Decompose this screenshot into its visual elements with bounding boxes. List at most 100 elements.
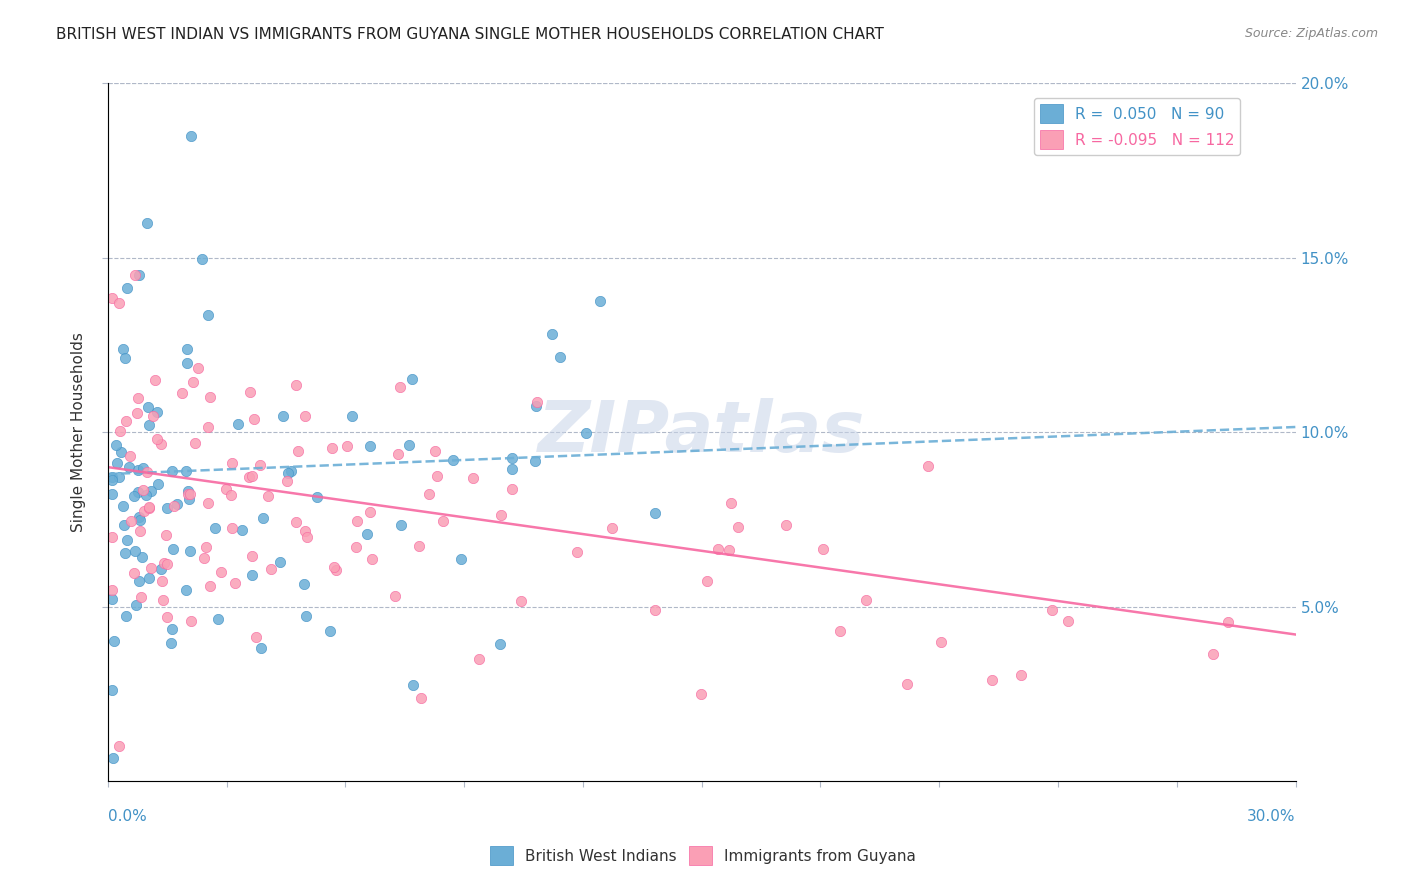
Point bbox=[1056, 614, 1078, 628]
Point bbox=[271, 409, 294, 423]
Point bbox=[128, 574, 150, 588]
Text: ZIPatlas: ZIPatlas bbox=[538, 398, 865, 467]
Point bbox=[295, 530, 318, 544]
Point bbox=[149, 562, 172, 576]
Point bbox=[340, 409, 363, 423]
Point bbox=[122, 566, 145, 580]
Point bbox=[112, 518, 135, 533]
Point bbox=[138, 571, 160, 585]
Point bbox=[174, 464, 197, 478]
Point bbox=[242, 412, 264, 426]
Point bbox=[524, 400, 547, 414]
Point bbox=[127, 462, 149, 476]
Point bbox=[134, 504, 156, 518]
Point bbox=[432, 514, 454, 528]
Point bbox=[108, 470, 131, 484]
Point bbox=[855, 593, 877, 607]
Point bbox=[423, 444, 446, 458]
Point bbox=[179, 544, 201, 558]
Point bbox=[402, 678, 425, 692]
Point bbox=[491, 508, 513, 522]
Point bbox=[467, 652, 489, 666]
Point bbox=[344, 540, 367, 554]
Point bbox=[231, 523, 253, 537]
Point bbox=[389, 380, 412, 394]
Point bbox=[124, 544, 146, 558]
Point bbox=[359, 505, 381, 519]
Point bbox=[149, 436, 172, 450]
Point bbox=[114, 414, 136, 428]
Point bbox=[108, 739, 131, 753]
Point bbox=[426, 468, 449, 483]
Point bbox=[224, 575, 246, 590]
Point bbox=[176, 356, 198, 370]
Point bbox=[127, 391, 149, 405]
Point bbox=[409, 691, 432, 706]
Point bbox=[284, 377, 307, 392]
Point bbox=[287, 444, 309, 458]
Point bbox=[285, 515, 308, 529]
Point bbox=[336, 439, 359, 453]
Point bbox=[321, 441, 343, 455]
Point bbox=[139, 561, 162, 575]
Point bbox=[124, 268, 146, 283]
Point bbox=[450, 551, 472, 566]
Point bbox=[146, 404, 169, 418]
Point bbox=[179, 486, 201, 500]
Point bbox=[155, 528, 177, 542]
Point bbox=[488, 637, 510, 651]
Point bbox=[1202, 647, 1225, 661]
Point bbox=[209, 565, 232, 579]
Y-axis label: Single Mother Households: Single Mother Households bbox=[72, 333, 86, 533]
Point bbox=[129, 591, 152, 605]
Point bbox=[389, 517, 412, 532]
Point bbox=[115, 533, 138, 548]
Point bbox=[277, 466, 299, 480]
Point bbox=[325, 563, 347, 577]
Point bbox=[408, 539, 430, 553]
Point bbox=[132, 460, 155, 475]
Point bbox=[294, 524, 316, 538]
Point bbox=[143, 373, 166, 387]
Point bbox=[100, 292, 122, 306]
Point bbox=[138, 417, 160, 432]
Point bbox=[197, 496, 219, 510]
Point bbox=[707, 541, 730, 556]
Text: 30.0%: 30.0% bbox=[1247, 809, 1295, 824]
Point bbox=[131, 549, 153, 564]
Point bbox=[162, 542, 184, 557]
Point bbox=[100, 474, 122, 488]
Point bbox=[401, 372, 423, 386]
Point bbox=[160, 622, 183, 636]
Point bbox=[197, 308, 219, 322]
Text: BRITISH WEST INDIAN VS IMMIGRANTS FROM GUYANA SINGLE MOTHER HOUSEHOLDS CORRELATI: BRITISH WEST INDIAN VS IMMIGRANTS FROM G… bbox=[56, 27, 884, 42]
Point bbox=[176, 343, 198, 357]
Point bbox=[177, 484, 200, 499]
Point bbox=[359, 439, 381, 453]
Point bbox=[152, 556, 174, 570]
Point bbox=[174, 582, 197, 597]
Point bbox=[292, 577, 315, 591]
Point bbox=[398, 438, 420, 452]
Point bbox=[215, 482, 238, 496]
Point bbox=[346, 514, 368, 528]
Point bbox=[142, 409, 165, 424]
Point bbox=[323, 560, 346, 574]
Point bbox=[166, 496, 188, 510]
Point bbox=[181, 375, 204, 389]
Point bbox=[541, 326, 564, 341]
Point bbox=[501, 451, 523, 466]
Point bbox=[104, 438, 127, 452]
Point bbox=[204, 521, 226, 535]
Point bbox=[187, 360, 209, 375]
Point bbox=[567, 544, 589, 558]
Point bbox=[138, 500, 160, 515]
Point bbox=[1040, 603, 1063, 617]
Point bbox=[177, 487, 200, 501]
Point bbox=[238, 470, 260, 484]
Point bbox=[510, 594, 533, 608]
Point bbox=[689, 687, 711, 701]
Point bbox=[931, 635, 953, 649]
Point bbox=[101, 583, 124, 598]
Point bbox=[319, 624, 342, 638]
